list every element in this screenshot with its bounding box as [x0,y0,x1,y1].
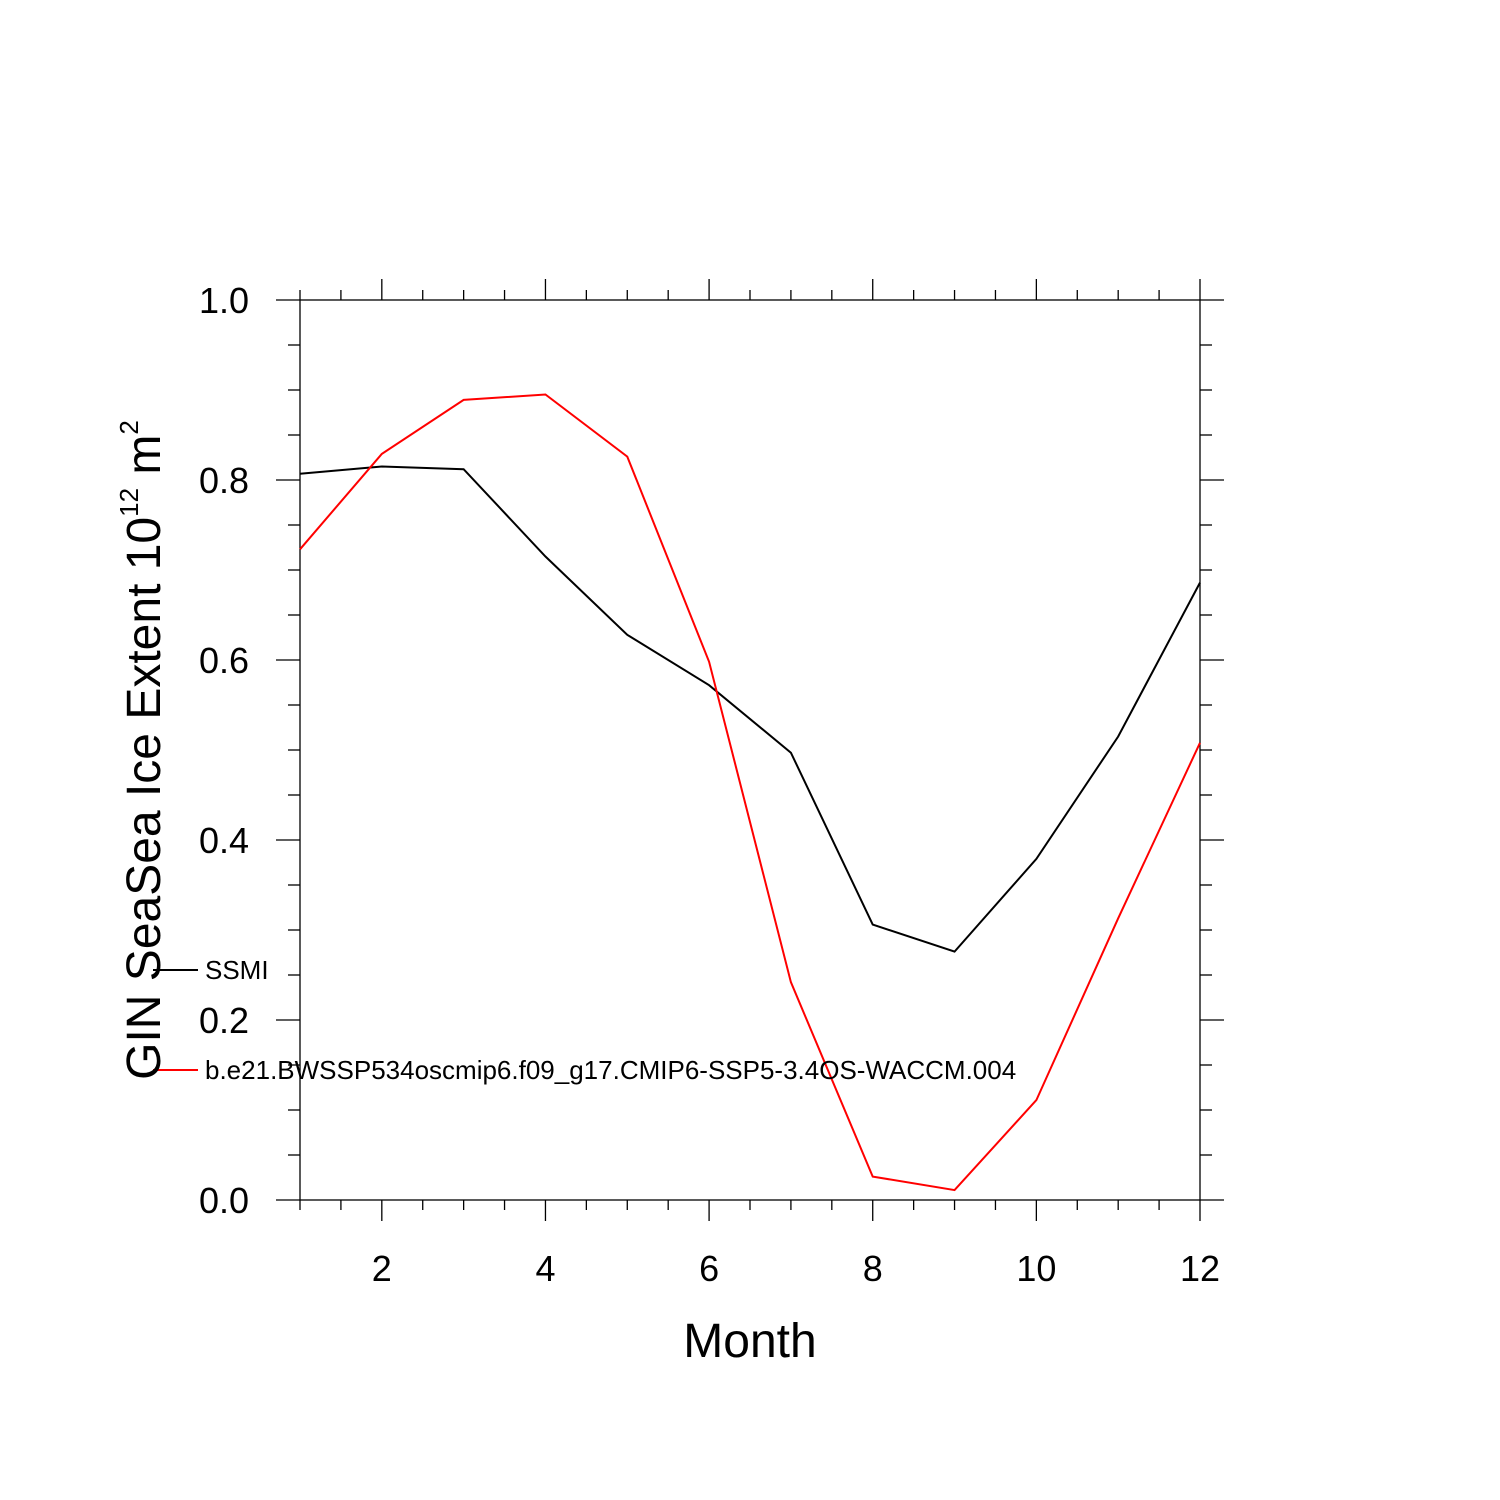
series-line-waccm [299,393,1201,1192]
x-tick-labels: 2 4 6 8 10 12 [372,1248,1220,1289]
legend: SSMI b.e21.BWSSP534oscmip6.f09_g17.CMIP6-… [153,955,1016,1085]
y-tick-label: 0.4 [199,820,249,861]
x-tick-label: 2 [372,1248,392,1289]
x-tick-label: 6 [699,1248,719,1289]
legend-label: b.e21.BWSSP534oscmip6.f09_g17.CMIP6-SSP5… [205,1055,1016,1085]
y-axis-label-exponent-2: 2 [114,420,144,434]
series-layer [299,393,1201,1192]
legend-label: SSMI [205,955,269,985]
y-tick-labels: 0.0 0.2 0.4 0.6 0.8 1.0 [199,280,249,1221]
y-axis-label-exponent-1: 12 [114,488,144,517]
y-axis-label: GIN SeaSea Ice Extent 1012 m2 [114,420,171,1080]
y-tick-label: 0.6 [199,640,249,681]
plot-frame [299,299,1201,1201]
x-tick-label: 10 [1016,1248,1056,1289]
series-line-ssmi [299,465,1201,953]
y-tick-label: 0.2 [199,1000,249,1041]
y-tick-label: 0.0 [199,1180,249,1221]
y-axis-label-unit: m [118,435,171,488]
major-ticks [276,279,1224,1221]
y-tick-label: 0.8 [199,460,249,501]
y-axis-label-text: GIN SeaSea Ice Extent 10 [118,517,171,1080]
x-tick-label: 12 [1180,1248,1220,1289]
y-tick-label: 1.0 [199,280,249,321]
minor-ticks [288,290,1212,1210]
x-tick-label: 8 [863,1248,883,1289]
x-axis-label: Month [683,1315,816,1368]
x-tick-label: 4 [535,1248,555,1289]
